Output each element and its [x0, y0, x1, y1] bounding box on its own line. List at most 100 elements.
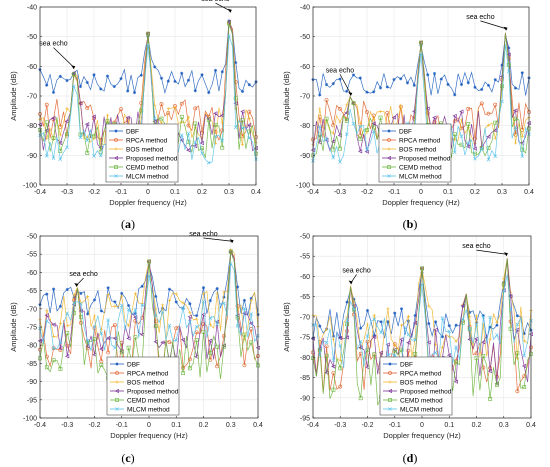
data-point [371, 121, 376, 126]
data-point [133, 308, 138, 312]
data-point [228, 261, 233, 266]
data-point [44, 313, 49, 318]
y-tick-label: -90 [27, 379, 37, 386]
y-tick-label: -60 [300, 64, 310, 71]
data-point [365, 128, 369, 132]
data-point [215, 322, 219, 327]
data-point [413, 351, 418, 356]
data-point [481, 314, 485, 318]
legend-item: RPCA method [400, 370, 442, 377]
data-point [99, 347, 104, 352]
data-point [500, 63, 504, 67]
data-point [220, 128, 225, 133]
legend-marker [114, 174, 118, 178]
data-point [372, 313, 376, 317]
data-point [242, 311, 247, 316]
x-tick-label: 0.2 [197, 189, 207, 196]
data-point [154, 294, 158, 299]
data-point [386, 320, 390, 324]
legend-item: DBF [400, 361, 413, 368]
y-tick-label: -70 [300, 94, 310, 101]
data-point [446, 82, 450, 86]
data-point [247, 83, 251, 87]
data-point [365, 308, 370, 313]
series-cemd-method [38, 249, 260, 381]
series-line [39, 23, 257, 160]
data-point [186, 78, 191, 82]
y-tick-label: -80 [27, 123, 37, 130]
chart-panel-1: -0.4 -0.3 -0.2 -0.1 0 0.1 0.2 0.3 0.4 -100 -90 -80 -… [9, 0, 261, 231]
x-tick-label: 0.4 [526, 422, 536, 429]
data-point [493, 154, 498, 159]
data-point [213, 111, 218, 116]
data-point [317, 353, 322, 357]
data-point [193, 140, 198, 145]
data-point [208, 316, 213, 320]
data-point [386, 307, 390, 311]
y-tick-label: -50 [300, 34, 310, 41]
data-point [406, 332, 411, 337]
data-point [474, 355, 479, 360]
data-point [372, 334, 377, 339]
data-point [522, 332, 526, 336]
x-tick-label: 0.4 [524, 189, 534, 196]
data-point [92, 134, 96, 139]
legend-item: MLCM method [399, 173, 442, 180]
data-point [473, 85, 477, 89]
data-point [425, 111, 430, 115]
legend-item: CEMD method [126, 164, 169, 171]
data-point [84, 122, 90, 127]
data-point [338, 160, 342, 164]
legend-item: MLCM method [400, 406, 443, 413]
data-point [488, 315, 492, 320]
data-point [515, 327, 520, 332]
y-tick-label: -60 [27, 64, 37, 71]
data-point [358, 76, 362, 80]
data-point [337, 336, 343, 341]
data-point [181, 306, 185, 310]
data-point [399, 103, 403, 108]
legend-item: MLCM method [126, 173, 169, 180]
data-point [179, 101, 184, 106]
data-point [331, 82, 335, 86]
x-tick-label: 0.3 [499, 422, 509, 429]
x-tick-label: 0 [420, 422, 424, 429]
data-point [351, 101, 356, 106]
annotation-label: sea echo [201, 0, 230, 3]
data-point [99, 331, 104, 336]
data-point [51, 346, 56, 351]
data-point [181, 301, 185, 305]
data-point [440, 316, 445, 321]
data-point [481, 315, 486, 319]
y-tick-label: -95 [27, 397, 37, 404]
data-point [126, 303, 131, 308]
data-point [207, 90, 211, 95]
data-point [439, 77, 443, 81]
annotation-label: sea echo [69, 271, 98, 278]
data-point [433, 350, 438, 355]
x-tick-label: -0.2 [361, 422, 373, 429]
y-tick-label: -80 [27, 343, 37, 350]
data-point [331, 337, 336, 341]
data-point [392, 348, 397, 353]
x-tick-label: 0.1 [171, 422, 181, 429]
annotation-arrowhead [503, 252, 508, 257]
data-point [420, 266, 424, 271]
data-point [379, 330, 383, 335]
data-point [492, 128, 498, 133]
data-point [206, 160, 211, 165]
data-point [233, 96, 238, 101]
legend-item: Proposed method [126, 155, 178, 162]
y-axis-label: Amplitude (dB) [282, 71, 291, 121]
data-point [126, 307, 131, 312]
data-point [208, 299, 212, 303]
data-point [45, 292, 49, 296]
data-point [85, 338, 90, 343]
y-tick-label: -80 [300, 123, 310, 130]
data-point [166, 107, 170, 111]
data-point [228, 249, 233, 254]
data-point [324, 340, 329, 345]
legend-marker [114, 138, 118, 142]
legend-marker [387, 165, 391, 169]
data-point [473, 151, 477, 156]
